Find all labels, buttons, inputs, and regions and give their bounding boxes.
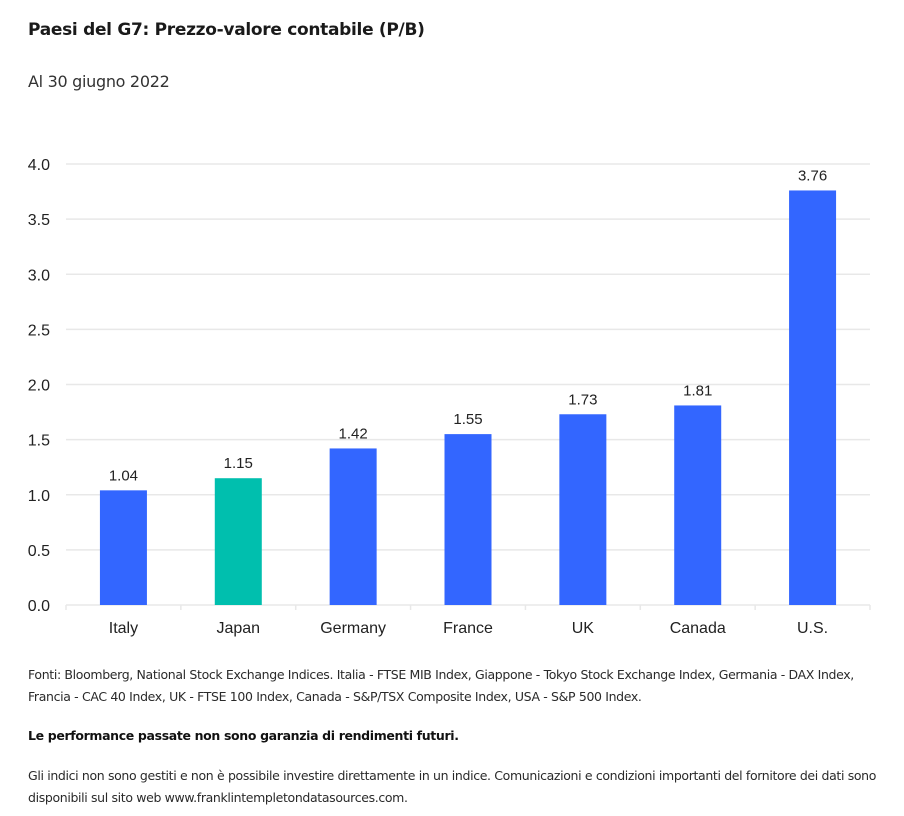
bar-value-label: 1.73	[568, 391, 597, 408]
bar-value-label: 1.42	[339, 425, 368, 442]
performance-disclaimer: Le performance passate non sono garanzia…	[28, 728, 459, 743]
x-axis: Italy Japan Germany France UK Canada U.S.	[65, 605, 871, 637]
bar-japan	[214, 478, 262, 605]
bar-france	[444, 434, 492, 605]
x-category-label: France	[443, 620, 493, 637]
x-category-label: Canada	[670, 620, 726, 637]
bar-us	[789, 190, 837, 605]
bar-value-label: 1.55	[453, 411, 482, 428]
chart-title: Paesi del G7: Prezzo-valore contabile (P…	[28, 20, 425, 40]
index-disclaimer: Gli indici non sono gestiti e non è poss…	[28, 768, 877, 805]
bar-canada	[674, 405, 722, 605]
y-tick-label: 4.0	[28, 157, 50, 174]
x-category-label: Italy	[109, 620, 138, 637]
gridlines	[66, 163, 870, 606]
bars: 1.04 1.15 1.42 1.55 1.73 1.81 3.76	[99, 167, 837, 605]
y-tick-label: 3.0	[28, 267, 50, 284]
bar-germany	[329, 448, 377, 605]
y-tick-label: 1.0	[28, 488, 50, 505]
x-category-label: Germany	[320, 620, 386, 637]
bar-uk	[559, 414, 607, 605]
bar-chart: 0.0 0.5 1.0 1.5 2.0 2.5 3.0 3.5 4.0 1.04 1.15 1.42…	[28, 157, 871, 637]
y-axis: 0.0 0.5 1.0 1.5 2.0 2.5 3.0 3.5 4.0	[28, 157, 50, 615]
x-category-label: Japan	[216, 620, 260, 637]
chart-subtitle: Al 30 giugno 2022	[28, 72, 170, 91]
bar-value-label: 1.04	[109, 467, 138, 484]
bar-italy	[99, 490, 147, 605]
bar-value-label: 1.15	[224, 455, 253, 472]
y-tick-label: 3.5	[28, 212, 50, 229]
footnotes: Fonti: Bloomberg, National Stock Exchang…	[28, 664, 878, 809]
y-tick-label: 2.0	[28, 378, 50, 395]
bar-value-label: 1.81	[683, 382, 712, 399]
y-tick-label: 1.5	[28, 433, 50, 450]
bar-value-label: 3.76	[798, 167, 827, 184]
x-category-label: U.S.	[797, 620, 828, 637]
y-tick-label: 0.5	[28, 543, 50, 560]
sources-note: Fonti: Bloomberg, National Stock Exchang…	[28, 667, 854, 704]
x-category-label: UK	[572, 620, 595, 637]
y-tick-label: 2.5	[28, 322, 50, 339]
y-tick-label: 0.0	[28, 598, 50, 615]
